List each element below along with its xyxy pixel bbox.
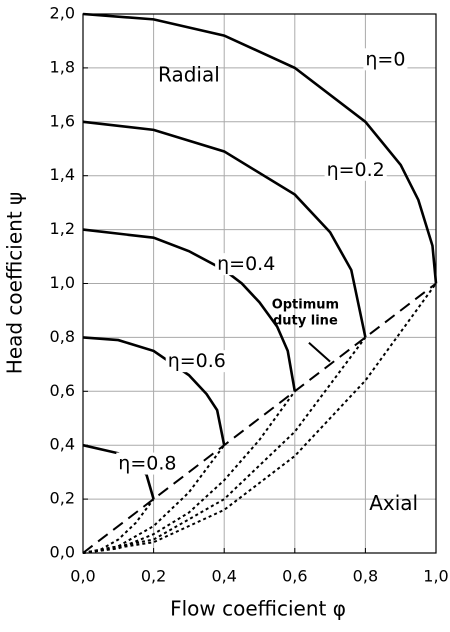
- annotation: Axial: [369, 491, 418, 515]
- y-tick-label: 0,8: [50, 327, 75, 346]
- y-axis-label: Head coefficient ψ: [3, 192, 27, 374]
- curve: [82, 282, 437, 554]
- x-tick-label: 0,4: [211, 567, 236, 586]
- y-tick-label: 0,0: [50, 543, 75, 562]
- curve-label: η=0.2: [327, 159, 385, 181]
- annotation: duty line: [273, 314, 338, 329]
- curve: [82, 12, 438, 284]
- y-tick-label: 0,4: [50, 435, 75, 454]
- x-tick-label: 0,0: [70, 567, 95, 586]
- curve: [82, 444, 226, 554]
- curve: [82, 498, 155, 554]
- curve-label: η=0.6: [168, 350, 226, 372]
- y-tick-label: 1,8: [50, 57, 75, 76]
- x-tick-label: 0,8: [353, 567, 378, 586]
- y-tick-label: 1,4: [50, 165, 75, 184]
- curve: [82, 120, 367, 338]
- y-tick-label: 0,2: [50, 489, 75, 508]
- curve: [82, 282, 437, 554]
- x-tick-label: 1,0: [423, 567, 448, 586]
- label-bg: [215, 253, 278, 276]
- y-tick-label: 0,6: [50, 381, 75, 400]
- curve: [82, 336, 226, 446]
- curve: [82, 336, 367, 554]
- y-tick-label: 1,0: [50, 273, 75, 292]
- curve-label: η=0.4: [217, 253, 275, 275]
- y-tick-label: 1,2: [50, 219, 75, 238]
- annotation: Radial: [158, 62, 220, 86]
- curve-label: η=0.8: [118, 453, 176, 475]
- pointer: [308, 342, 331, 363]
- curve: [82, 228, 297, 392]
- label-bg: [363, 48, 408, 71]
- y-tick-label: 2,0: [50, 4, 75, 23]
- label-bg: [165, 350, 228, 373]
- x-tick-label: 0,2: [141, 567, 166, 586]
- annotation: Optimum: [272, 298, 339, 313]
- y-tick-label: 1,6: [50, 111, 75, 130]
- x-tick-label: 0,6: [282, 567, 307, 586]
- curve: [82, 390, 296, 554]
- label-bg: [116, 452, 179, 475]
- x-axis-label: Flow coefficient φ: [170, 597, 346, 621]
- curve-label: η=0: [365, 48, 405, 70]
- label-bg: [324, 158, 387, 181]
